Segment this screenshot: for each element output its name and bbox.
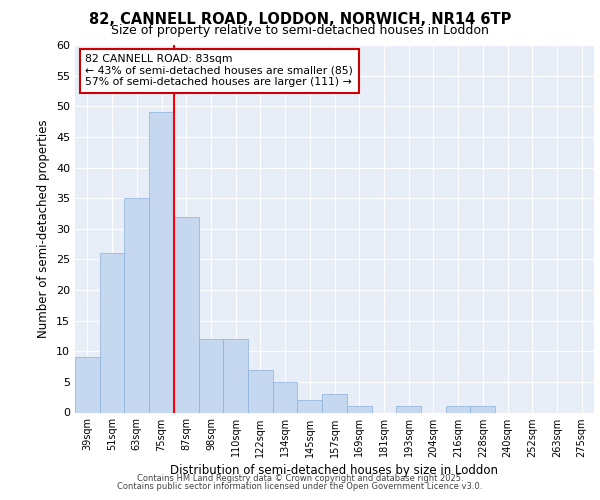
Bar [100,254,124,412]
Y-axis label: Number of semi-detached properties: Number of semi-detached properties [37,120,50,338]
Bar [298,400,322,412]
Bar [248,370,273,412]
Bar [124,198,149,412]
X-axis label: Distribution of semi-detached houses by size in Loddon: Distribution of semi-detached houses by … [170,464,499,477]
Text: 82, CANNELL ROAD, LODDON, NORWICH, NR14 6TP: 82, CANNELL ROAD, LODDON, NORWICH, NR14 … [89,12,511,28]
Bar [322,394,347,412]
Bar [396,406,421,412]
Bar [223,339,248,412]
Bar [273,382,298,412]
Bar [199,339,223,412]
Text: 82 CANNELL ROAD: 83sqm
← 43% of semi-detached houses are smaller (85)
57% of sem: 82 CANNELL ROAD: 83sqm ← 43% of semi-det… [85,54,353,88]
Bar [149,112,174,412]
Bar [174,216,199,412]
Text: Size of property relative to semi-detached houses in Loddon: Size of property relative to semi-detach… [111,24,489,37]
Text: Contains HM Land Registry data © Crown copyright and database right 2025.: Contains HM Land Registry data © Crown c… [137,474,463,483]
Bar [75,358,100,412]
Bar [470,406,495,412]
Bar [347,406,371,412]
Text: Contains public sector information licensed under the Open Government Licence v3: Contains public sector information licen… [118,482,482,491]
Bar [446,406,470,412]
